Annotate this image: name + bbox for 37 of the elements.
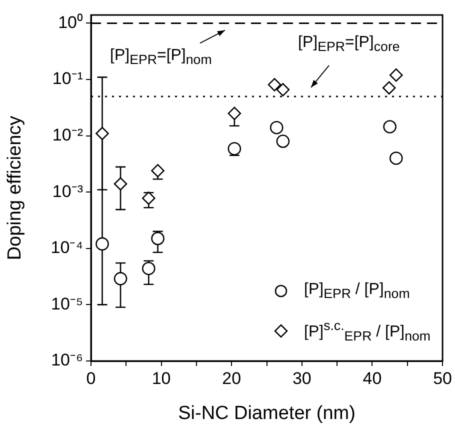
- y-tick-label: 10⁻⁶: [51, 350, 83, 370]
- point: [268, 78, 282, 92]
- point: [142, 192, 156, 205]
- x-tick-label: 20: [222, 368, 242, 388]
- ref-line-label: [P]$_{EPR}$=[P]$_{core}$: [298, 34, 400, 55]
- point: [276, 134, 290, 148]
- y-tick-label: 10⁻⁵: [51, 294, 83, 314]
- point: [389, 152, 403, 165]
- x-tick-label: 50: [433, 368, 452, 388]
- point: [151, 164, 164, 178]
- ref-line-label: [P]$_{EPR}$=[P]$_{nom}$: [110, 47, 212, 68]
- y-axis-title: Doping efficiency: [4, 115, 26, 260]
- point: [96, 126, 109, 140]
- point: [114, 272, 128, 286]
- y-tick-label: 10⁰: [58, 12, 83, 32]
- y-tick-label: 10⁻¹: [52, 69, 84, 88]
- x-tick-label: 10: [152, 368, 171, 388]
- point: [276, 83, 290, 96]
- point: [382, 81, 396, 95]
- point: [96, 237, 109, 251]
- legend-label: [P]$^{s.c.}$$_{EPR}$ / [P]$_{nom}$: [304, 318, 431, 344]
- y-tick-label: 10⁻⁴: [50, 238, 83, 258]
- point: [151, 232, 164, 246]
- y-tick-label: 10⁻³: [52, 182, 84, 201]
- point: [228, 106, 242, 120]
- point: [270, 120, 284, 134]
- point: [383, 120, 396, 134]
- point: [114, 177, 128, 191]
- legend-label: [P]$_{EPR}$ / [P]$_{nom}$: [304, 280, 410, 302]
- x-tick-label: 40: [362, 368, 382, 388]
- x-tick-label: 0: [86, 368, 96, 388]
- x-tick-label: 30: [292, 368, 312, 388]
- point: [389, 68, 403, 82]
- point: [142, 262, 156, 276]
- y-tick-label: 10⁻²: [52, 126, 84, 145]
- x-axis-title: Si-NC Diameter (nm): [178, 402, 356, 424]
- point: [228, 142, 242, 156]
